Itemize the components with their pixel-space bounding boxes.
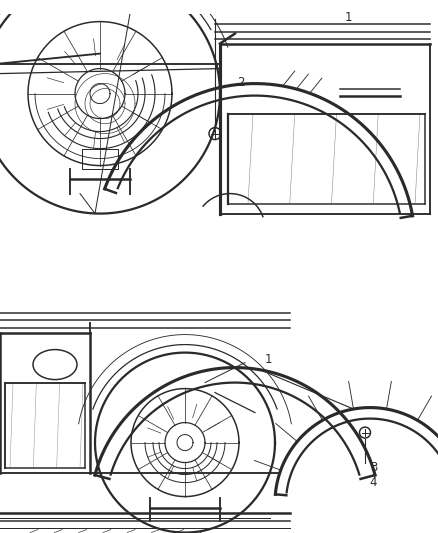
Text: 3: 3 xyxy=(370,461,378,474)
Text: 1: 1 xyxy=(265,353,272,366)
Text: 4: 4 xyxy=(369,475,377,489)
Text: 1: 1 xyxy=(345,11,353,23)
Text: 2: 2 xyxy=(237,76,244,88)
